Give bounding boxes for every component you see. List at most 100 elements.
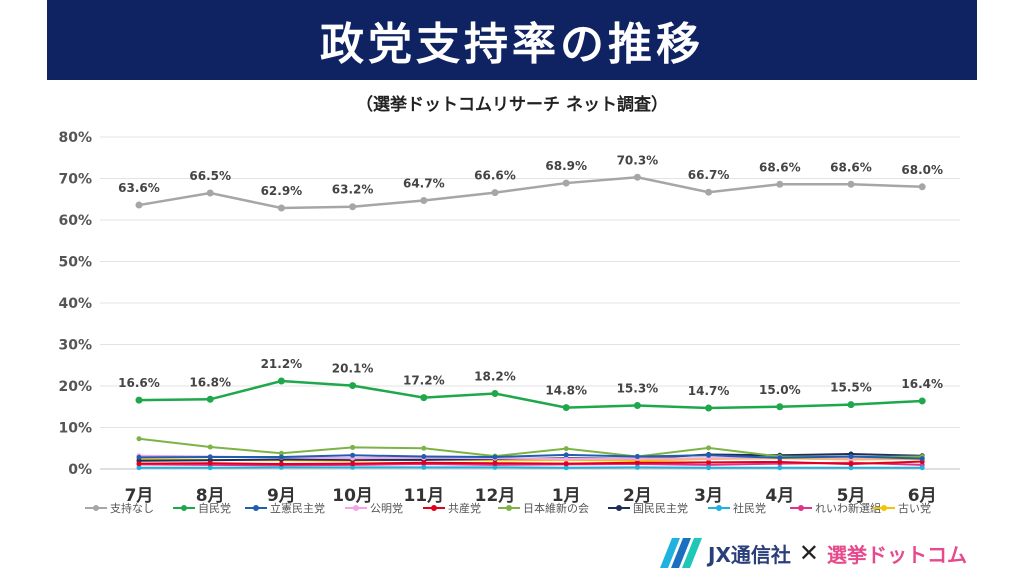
data-label: 66.5% <box>189 169 231 183</box>
data-point <box>563 452 569 458</box>
data-point <box>207 460 213 466</box>
data-point <box>563 446 569 452</box>
y-tick-label: 20% <box>58 379 92 395</box>
data-point <box>705 188 713 196</box>
page-title: 政党支持率の推移 <box>47 0 977 80</box>
series-line <box>138 379 923 410</box>
data-label: 63.2% <box>332 183 374 197</box>
data-point <box>136 436 142 442</box>
data-label: 15.3% <box>617 382 659 396</box>
data-label: 68.6% <box>830 160 872 174</box>
data-label: 66.6% <box>474 169 516 183</box>
senkyo-logo-text: 選挙ドットコム <box>826 542 967 567</box>
data-point <box>350 444 356 450</box>
legend-swatch-dot <box>616 505 622 511</box>
data-point <box>207 465 213 471</box>
legend-label: 古い党 <box>898 502 931 515</box>
data-point <box>776 403 784 411</box>
data-point <box>918 397 926 405</box>
data-point <box>207 444 213 450</box>
data-point <box>278 454 284 460</box>
data-point <box>562 179 570 187</box>
data-point <box>634 460 640 466</box>
data-label: 15.5% <box>830 381 872 395</box>
legend-swatch-dot <box>181 505 187 511</box>
legend-swatch-dot <box>506 505 512 511</box>
data-point <box>848 454 854 460</box>
legend-label: 自民党 <box>198 502 231 515</box>
y-tick-label: 40% <box>58 296 92 312</box>
legend-label: 公明党 <box>370 502 403 515</box>
data-point <box>706 452 712 458</box>
data-point <box>918 183 926 191</box>
legend-label: 立憲民主党 <box>270 501 325 515</box>
legend-swatch-dot <box>881 505 887 511</box>
x-tick-label: 4月 <box>765 486 794 506</box>
data-point <box>777 465 783 471</box>
data-point <box>634 464 640 470</box>
data-label: 17.2% <box>403 374 445 388</box>
jx-logo-text: JX通信社 <box>708 542 791 567</box>
data-point <box>633 173 641 181</box>
data-label: 15.0% <box>759 383 801 397</box>
x-tick-label: 8月 <box>196 486 225 506</box>
series-line <box>138 453 923 460</box>
x-tick-label: 11月 <box>403 486 444 506</box>
data-point <box>491 389 499 397</box>
data-point <box>633 402 641 410</box>
x-tick-label: 5月 <box>837 486 866 506</box>
data-point <box>277 377 285 385</box>
data-point <box>135 396 143 404</box>
x-tick-label: 7月 <box>125 486 154 506</box>
legend-label: 国民民主党 <box>633 502 688 515</box>
data-point <box>491 189 499 197</box>
data-point <box>350 452 356 458</box>
data-point <box>847 180 855 188</box>
footer-logo: JX通信社 ✕ 選挙ドットコム <box>660 538 967 568</box>
legend-label: 支持なし <box>110 501 154 515</box>
x-tick-label: 6月 <box>908 486 937 506</box>
data-point <box>492 454 498 460</box>
data-label: 66.7% <box>688 168 730 182</box>
data-point <box>777 459 783 465</box>
legend-swatch-dot <box>93 505 99 511</box>
data-point <box>278 450 284 456</box>
data-point <box>919 465 925 471</box>
data-point <box>421 445 427 451</box>
data-point <box>706 445 712 451</box>
chart-subtitle: （選挙ドットコムリサーチ ネット調査） <box>356 95 668 115</box>
data-label: 70.3% <box>617 153 659 167</box>
data-label: 62.9% <box>261 184 303 198</box>
data-point <box>136 465 142 471</box>
legend-swatch-dot <box>431 505 437 511</box>
x-tick-label: 2月 <box>623 486 652 506</box>
x-tick-label: 9月 <box>267 486 296 506</box>
data-point <box>421 454 427 460</box>
x-tick-label: 3月 <box>694 486 723 506</box>
data-point <box>848 465 854 471</box>
legend-label: れいわ新選組 <box>815 501 881 515</box>
x-tick-label: 10月 <box>332 486 373 506</box>
y-tick-label: 60% <box>58 213 92 229</box>
data-point <box>349 382 357 390</box>
data-point <box>136 454 142 460</box>
data-label: 68.9% <box>545 159 587 173</box>
legend-swatch-dot <box>716 505 722 511</box>
data-point <box>278 461 284 467</box>
data-label: 68.0% <box>901 163 943 177</box>
data-point <box>705 404 713 412</box>
legend-swatch-dot <box>353 505 359 511</box>
legend-label: 共産党 <box>448 502 481 515</box>
y-tick-label: 10% <box>58 421 92 437</box>
data-point <box>634 454 640 460</box>
data-point <box>420 196 428 204</box>
data-point <box>349 203 357 211</box>
data-point <box>350 464 356 470</box>
data-point <box>492 464 498 470</box>
data-label: 16.4% <box>901 377 943 391</box>
series-line <box>138 460 923 466</box>
data-point <box>206 395 214 403</box>
data-label: 14.7% <box>688 384 730 398</box>
data-point <box>847 401 855 409</box>
